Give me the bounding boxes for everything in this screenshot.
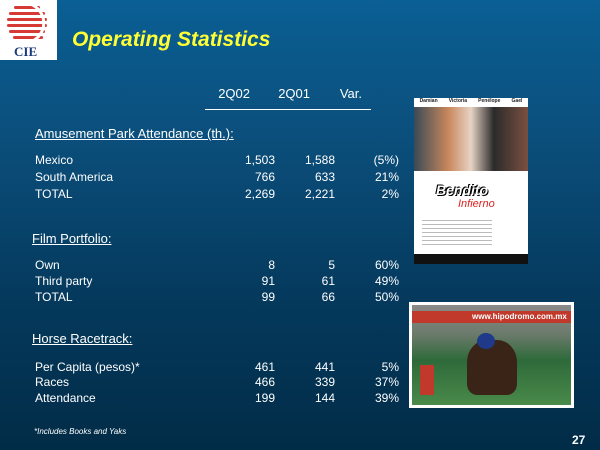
film-poster-image: Damian Victoria Penélope Gael Bendito Infie… (414, 98, 528, 264)
value-variance: (5%) (373, 153, 399, 167)
value-variance: 2% (381, 187, 399, 201)
poster-cast-names: Damian Victoria Penélope Gael (419, 98, 523, 104)
value-2q01: 144 (314, 391, 335, 405)
value-2q01: 2,221 (304, 187, 335, 201)
value-variance: 21% (374, 170, 399, 184)
table-row: TOTAL 2,269 2,221 2% (35, 187, 405, 203)
poster-footer (414, 254, 528, 264)
value-2q02: 91 (261, 274, 275, 288)
page-title: Operating Statistics (72, 28, 271, 51)
value-2q02: 766 (254, 170, 275, 184)
table-row: South America 766 633 21% (35, 170, 405, 186)
column-header-var: Var. (339, 86, 362, 101)
logo-text: CIE (14, 44, 38, 59)
row-label: Third party (35, 274, 93, 288)
table-row: TOTAL 99 66 50% (35, 290, 405, 306)
table-row: Per Capita (pesos)* 461 441 5% (35, 360, 405, 376)
globe-icon (7, 2, 47, 44)
row-label: TOTAL (35, 187, 73, 201)
value-2q02: 8 (268, 258, 275, 272)
value-variance: 50% (374, 290, 399, 304)
poster-subtitle: Infierno (458, 198, 495, 210)
value-2q02: 466 (254, 375, 275, 389)
section-heading-amusement: Amusement Park Attendance (th.): (35, 126, 234, 141)
section-heading-racetrack: Horse Racetrack: (32, 331, 133, 346)
racetrack-sign: www.hipodromo.com.mx (472, 312, 567, 321)
horse-race-photo: www.hipodromo.com.mx (409, 302, 574, 408)
value-2q02: 461 (254, 360, 275, 374)
value-2q01: 441 (314, 360, 335, 374)
column-header-2q02: 2Q02 (218, 86, 250, 101)
cie-logo: CIE (0, 0, 57, 60)
table-row: Third party 91 61 49% (35, 274, 405, 290)
value-2q01: 61 (321, 274, 335, 288)
row-label: Attendance (35, 391, 96, 405)
section-heading-film: Film Portfolio: (32, 231, 112, 246)
value-variance: 39% (374, 391, 399, 405)
value-variance: 37% (374, 375, 399, 389)
row-label: Mexico (35, 153, 74, 167)
value-variance: 60% (374, 258, 399, 272)
row-label: Races (35, 375, 70, 389)
value-2q01: 5 (328, 258, 335, 272)
value-2q01: 1,588 (304, 153, 335, 167)
table-row: Mexico 1,503 1,588 (5%) (35, 153, 405, 169)
poster-title: Bendito (436, 182, 489, 198)
footnote: *Includes Books and Yaks (34, 427, 127, 436)
header-divider (205, 109, 371, 110)
table-row: Attendance 199 144 39% (35, 391, 405, 407)
row-label: Per Capita (pesos)* (35, 360, 140, 374)
row-label: South America (35, 170, 114, 184)
row-label: TOTAL (35, 290, 73, 304)
value-2q02: 99 (261, 290, 275, 304)
column-header-2q01: 2Q01 (278, 86, 310, 101)
value-2q01: 633 (314, 170, 335, 184)
table-row: Races 466 339 37% (35, 375, 405, 391)
value-2q02: 199 (254, 391, 275, 405)
value-variance: 5% (381, 360, 399, 374)
page-number: 27 (572, 433, 586, 447)
poster-credits (422, 220, 492, 248)
poster-photo (414, 107, 528, 171)
row-label: Own (35, 258, 60, 272)
value-2q01: 339 (314, 375, 335, 389)
table-row: Own 8 5 60% (35, 258, 405, 274)
value-2q02: 2,269 (244, 187, 275, 201)
value-2q01: 66 (321, 290, 335, 304)
value-variance: 49% (374, 274, 399, 288)
value-2q02: 1,503 (244, 153, 275, 167)
